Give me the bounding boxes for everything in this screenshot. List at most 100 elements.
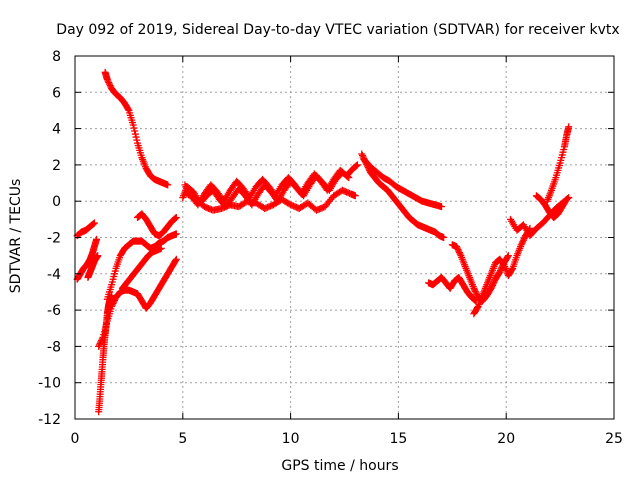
data-point — [353, 161, 361, 169]
series-arc-2 — [73, 235, 101, 283]
data-point — [471, 287, 479, 295]
grid-lines — [75, 56, 614, 419]
data-point — [358, 152, 366, 160]
data-point — [95, 342, 103, 350]
x-tick-label: 25 — [605, 431, 623, 447]
series-arc-9 — [118, 244, 165, 292]
y-tick-label: -12 — [38, 412, 61, 428]
data-point — [490, 278, 498, 286]
y-tick-label: 6 — [52, 85, 61, 101]
y-tick-label: 4 — [52, 122, 61, 138]
y-tick-label: -6 — [47, 303, 61, 319]
data-point — [470, 284, 478, 292]
x-tick-label: 20 — [497, 431, 515, 447]
data-point — [438, 203, 446, 211]
data-point — [105, 80, 113, 88]
data-point — [104, 77, 112, 85]
data-point — [172, 256, 180, 264]
data-point — [454, 246, 462, 254]
data-point — [504, 252, 512, 260]
x-tick-label: 10 — [282, 431, 300, 447]
data-point — [132, 133, 140, 141]
series-arc-4 — [101, 68, 172, 189]
series-arc-6 — [95, 255, 180, 350]
y-tick-label: -2 — [47, 231, 61, 247]
data-point — [453, 244, 461, 252]
x-axis-label: GPS time / hours — [281, 458, 398, 474]
y-tick-label: 2 — [52, 158, 61, 174]
chart-title: Day 092 of 2019, Sidereal Day-to-day VTE… — [56, 22, 619, 38]
data-point — [518, 239, 526, 247]
data-point — [519, 238, 527, 246]
data-point — [172, 230, 180, 238]
data-point — [456, 250, 464, 258]
data-point — [103, 76, 111, 84]
y-tick-label: -10 — [38, 376, 61, 392]
data-point — [90, 219, 98, 227]
data-point — [111, 296, 119, 304]
series-arc-14 — [360, 155, 446, 211]
data-point — [517, 241, 525, 249]
y-axis-label: SDTVAR / TECUs — [8, 179, 24, 294]
series-arc-12 — [183, 186, 359, 214]
data-point — [519, 236, 527, 244]
data-point — [164, 181, 172, 189]
data-point — [93, 235, 101, 243]
data-point — [98, 336, 106, 344]
y-tick-label: 0 — [52, 194, 61, 210]
data-point — [129, 121, 137, 129]
y-tick-label: -4 — [47, 267, 61, 283]
data-point — [473, 304, 481, 312]
data-point — [97, 338, 105, 346]
data-point — [106, 82, 114, 90]
data-point — [96, 339, 104, 347]
data-point — [172, 255, 180, 263]
data-point — [504, 253, 512, 261]
axis-ticks — [74, 55, 615, 420]
data-point — [563, 195, 571, 203]
data-point — [453, 243, 461, 251]
data-point — [124, 105, 132, 113]
data-point — [455, 247, 463, 255]
data-point — [508, 266, 516, 274]
data-point — [351, 192, 359, 200]
series-arc-7 — [103, 230, 180, 303]
data-point — [496, 268, 504, 276]
data-point — [157, 244, 165, 252]
y-tick-label: -8 — [47, 339, 61, 355]
data-point — [562, 197, 570, 205]
data-point — [131, 130, 139, 138]
data-point — [133, 136, 141, 144]
x-tick-label: 0 — [71, 431, 80, 447]
data-point — [105, 79, 113, 87]
series-arc-1 — [73, 219, 98, 240]
data-point — [98, 335, 106, 343]
data-point — [130, 124, 138, 132]
data-point — [131, 127, 139, 135]
data-point — [565, 123, 573, 131]
data-point — [172, 214, 180, 222]
data-point — [489, 280, 497, 288]
data-point — [95, 341, 103, 349]
data-point — [109, 299, 117, 307]
data-point — [440, 234, 448, 241]
data-point — [358, 150, 366, 158]
x-tick-label: 5 — [178, 431, 187, 447]
data-point — [472, 289, 480, 297]
x-tick-label: 15 — [389, 431, 407, 447]
series-arc-20 — [543, 123, 573, 205]
data-point — [455, 249, 463, 257]
data-point — [108, 302, 116, 310]
series-arc-3 — [84, 252, 102, 281]
data-point — [471, 286, 479, 294]
data-marks — [73, 68, 573, 416]
data-point — [473, 290, 481, 298]
data-point — [94, 252, 102, 260]
data-point — [110, 298, 118, 306]
data-point — [108, 301, 116, 309]
series-arc-8 — [134, 210, 180, 240]
y-tick-label: 8 — [52, 49, 61, 65]
data-point — [520, 235, 528, 243]
